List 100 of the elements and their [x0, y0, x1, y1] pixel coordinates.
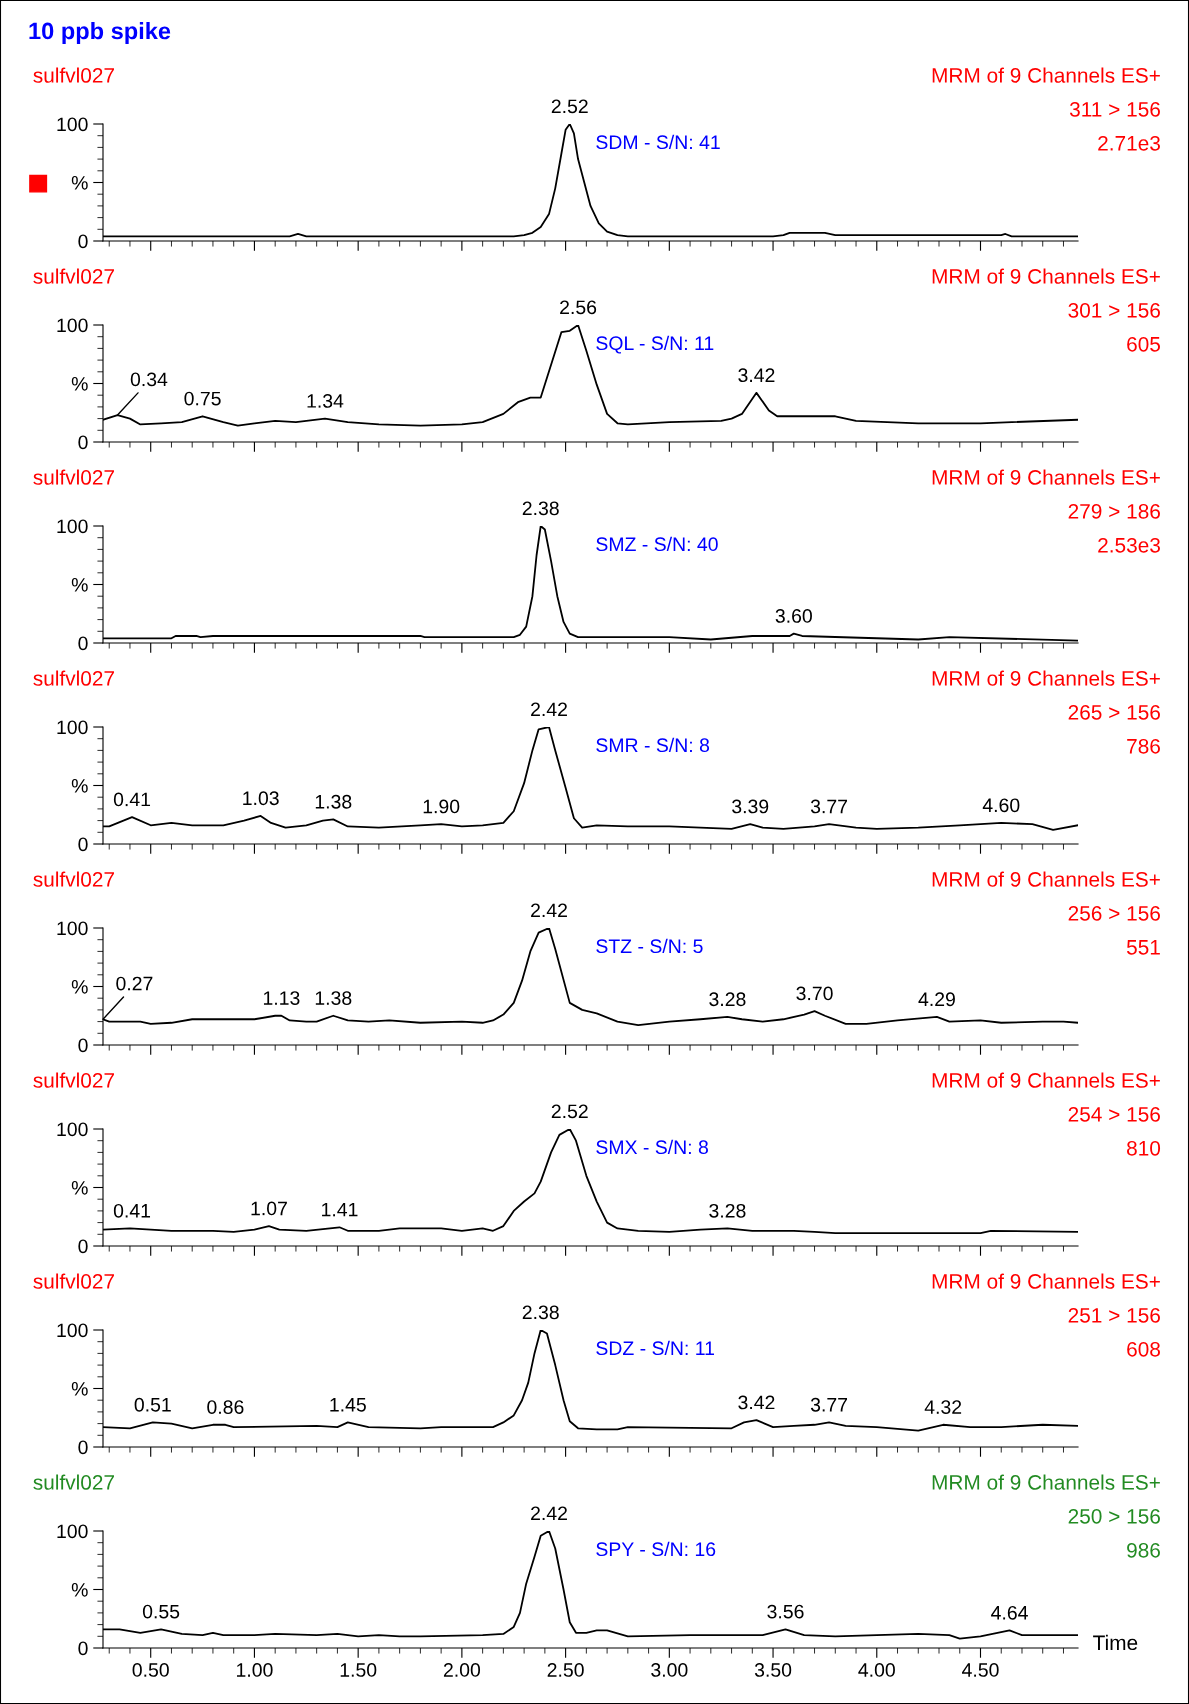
text: 2.53e3: [1098, 537, 1160, 553]
annotation: 2.52: [551, 1104, 588, 1119]
text: 608: [1127, 1341, 1160, 1357]
annotation: 1.90: [423, 799, 460, 814]
chart-subtitle: sulfvl027: [33, 1273, 114, 1289]
annotation: 1.07: [251, 1201, 287, 1216]
y-tick-label: 100: [57, 720, 88, 735]
annotation: STZ - S/N: 5: [596, 938, 703, 954]
annotation: 0.41: [113, 1203, 151, 1218]
annotation: 4.60: [982, 798, 1020, 813]
y-tick-label: %: [71, 176, 88, 190]
text: 311 > 156: [1069, 101, 1160, 117]
x-tick-label: 4.00: [858, 1663, 895, 1677]
y-tick-label: 100: [57, 117, 88, 132]
annotation: 0.86: [207, 1400, 244, 1414]
annotation: 4.64: [991, 1605, 1028, 1620]
chart-title: 10 ppb spike: [29, 22, 171, 45]
annotation: 1.03: [243, 791, 279, 806]
text: MRM of 9 Channels ES+: [932, 1072, 1160, 1088]
annotation: 3.42: [738, 368, 775, 383]
annotation: 0.51: [134, 1397, 171, 1412]
y-tick-label: 0: [78, 1641, 88, 1656]
annotation: 2.52: [551, 99, 588, 114]
text: MRM of 9 Channels ES+: [932, 268, 1160, 284]
text: 251 > 156: [1068, 1307, 1160, 1323]
line-series: [103, 124, 1078, 238]
x-tick-label: 1.50: [340, 1663, 377, 1677]
annotation: 3.28: [709, 1203, 746, 1218]
y-tick-label: %: [71, 377, 88, 391]
text: 551: [1126, 940, 1160, 955]
annotation: SQL - S/N: 11: [596, 335, 714, 354]
annotation: 2.38: [522, 501, 559, 516]
annotation: 3.28: [709, 992, 746, 1007]
y-tick-label: 100: [57, 318, 88, 333]
y-tick-label: 0: [78, 1239, 88, 1254]
x-tick-label: 3.50: [754, 1663, 792, 1677]
chart-subtitle: sulfvl027: [33, 67, 114, 83]
annotation: 0.55: [142, 1604, 180, 1619]
y-tick-label: %: [71, 1382, 88, 1396]
annotation: 0.27: [116, 976, 153, 991]
x-tick-label: 0.50: [132, 1663, 169, 1677]
text: 265 > 156: [1068, 704, 1160, 720]
annotation: 1.13: [263, 991, 300, 1005]
text: 301 > 156: [1068, 302, 1160, 318]
annotation: 2.38: [522, 1305, 559, 1320]
annotation: 1.34: [307, 394, 344, 408]
annotation: SDZ - S/N: 11: [596, 1340, 715, 1356]
text: 810: [1127, 1140, 1161, 1156]
x-tick-label: 1.00: [237, 1663, 273, 1677]
y-tick-label: 0: [78, 1440, 88, 1455]
y-tick-label: 0: [78, 234, 88, 249]
y-tick-label: %: [71, 1181, 88, 1195]
y-tick-label: 100: [57, 1524, 88, 1539]
annotation: SMX - S/N: 8: [596, 1139, 708, 1155]
annotation: 3.42: [738, 1395, 775, 1410]
annotation: 3.60: [775, 609, 812, 623]
y-tick-label: 100: [57, 921, 88, 936]
annotation: 2.42: [531, 702, 567, 717]
annotation: 4.32: [924, 1400, 962, 1414]
annotation: 1.38: [315, 794, 352, 809]
annotation: 3.56: [767, 1604, 804, 1619]
y-tick-label: 0: [78, 636, 88, 651]
y-tick-label: 100: [57, 1122, 88, 1137]
text: MRM of 9 Channels ES+: [932, 670, 1160, 686]
text: MRM of 9 Channels ES+: [932, 469, 1160, 485]
x-tick-label: 3.00: [651, 1663, 688, 1677]
annotation: SDM - S/N: 41: [596, 134, 720, 150]
x-tick-label: 4.50: [962, 1663, 999, 1677]
y-tick-label: 0: [78, 837, 88, 852]
text: 250 > 156: [1068, 1508, 1160, 1524]
chart-subtitle: sulfvl027: [33, 268, 114, 284]
text: 279 > 186: [1068, 503, 1160, 519]
y-tick-label: 0: [78, 435, 88, 450]
chart-subtitle: sulfvl027: [33, 469, 114, 485]
annotation: 3.70: [796, 986, 833, 1001]
annotation: 2.42: [531, 1506, 567, 1521]
annotation: 0.34: [130, 372, 168, 387]
text: 2.71e3: [1098, 135, 1160, 151]
annotation: 3.77: [810, 799, 848, 814]
y-tick-label: 0: [78, 1038, 88, 1053]
x-axis-title: Time: [1093, 1634, 1138, 1651]
text: 786: [1127, 738, 1160, 754]
annotation: 3.39: [732, 799, 769, 814]
annotation: 1.45: [330, 1398, 366, 1412]
chart-subtitle: sulfvl027: [33, 1072, 114, 1088]
chart-subtitle: sulfvl027: [33, 1474, 114, 1490]
annotation: 1.38: [315, 991, 352, 1005]
text: MRM of 9 Channels ES+: [932, 67, 1160, 83]
annotation: 1.41: [322, 1202, 358, 1217]
annotation: 0.75: [184, 391, 221, 406]
y-tick-label: 100: [57, 1323, 88, 1338]
y-tick-label: %: [71, 1583, 88, 1597]
x-tick-label: 2.50: [547, 1663, 584, 1677]
y-tick-label: %: [71, 980, 88, 994]
annotation: 2.42: [531, 903, 567, 918]
text: 605: [1127, 336, 1161, 352]
text: MRM of 9 Channels ES+: [932, 871, 1160, 887]
annotation: 3.77: [810, 1397, 848, 1412]
text: 986: [1127, 1542, 1160, 1558]
text: MRM of 9 Channels ES+: [932, 1474, 1160, 1490]
